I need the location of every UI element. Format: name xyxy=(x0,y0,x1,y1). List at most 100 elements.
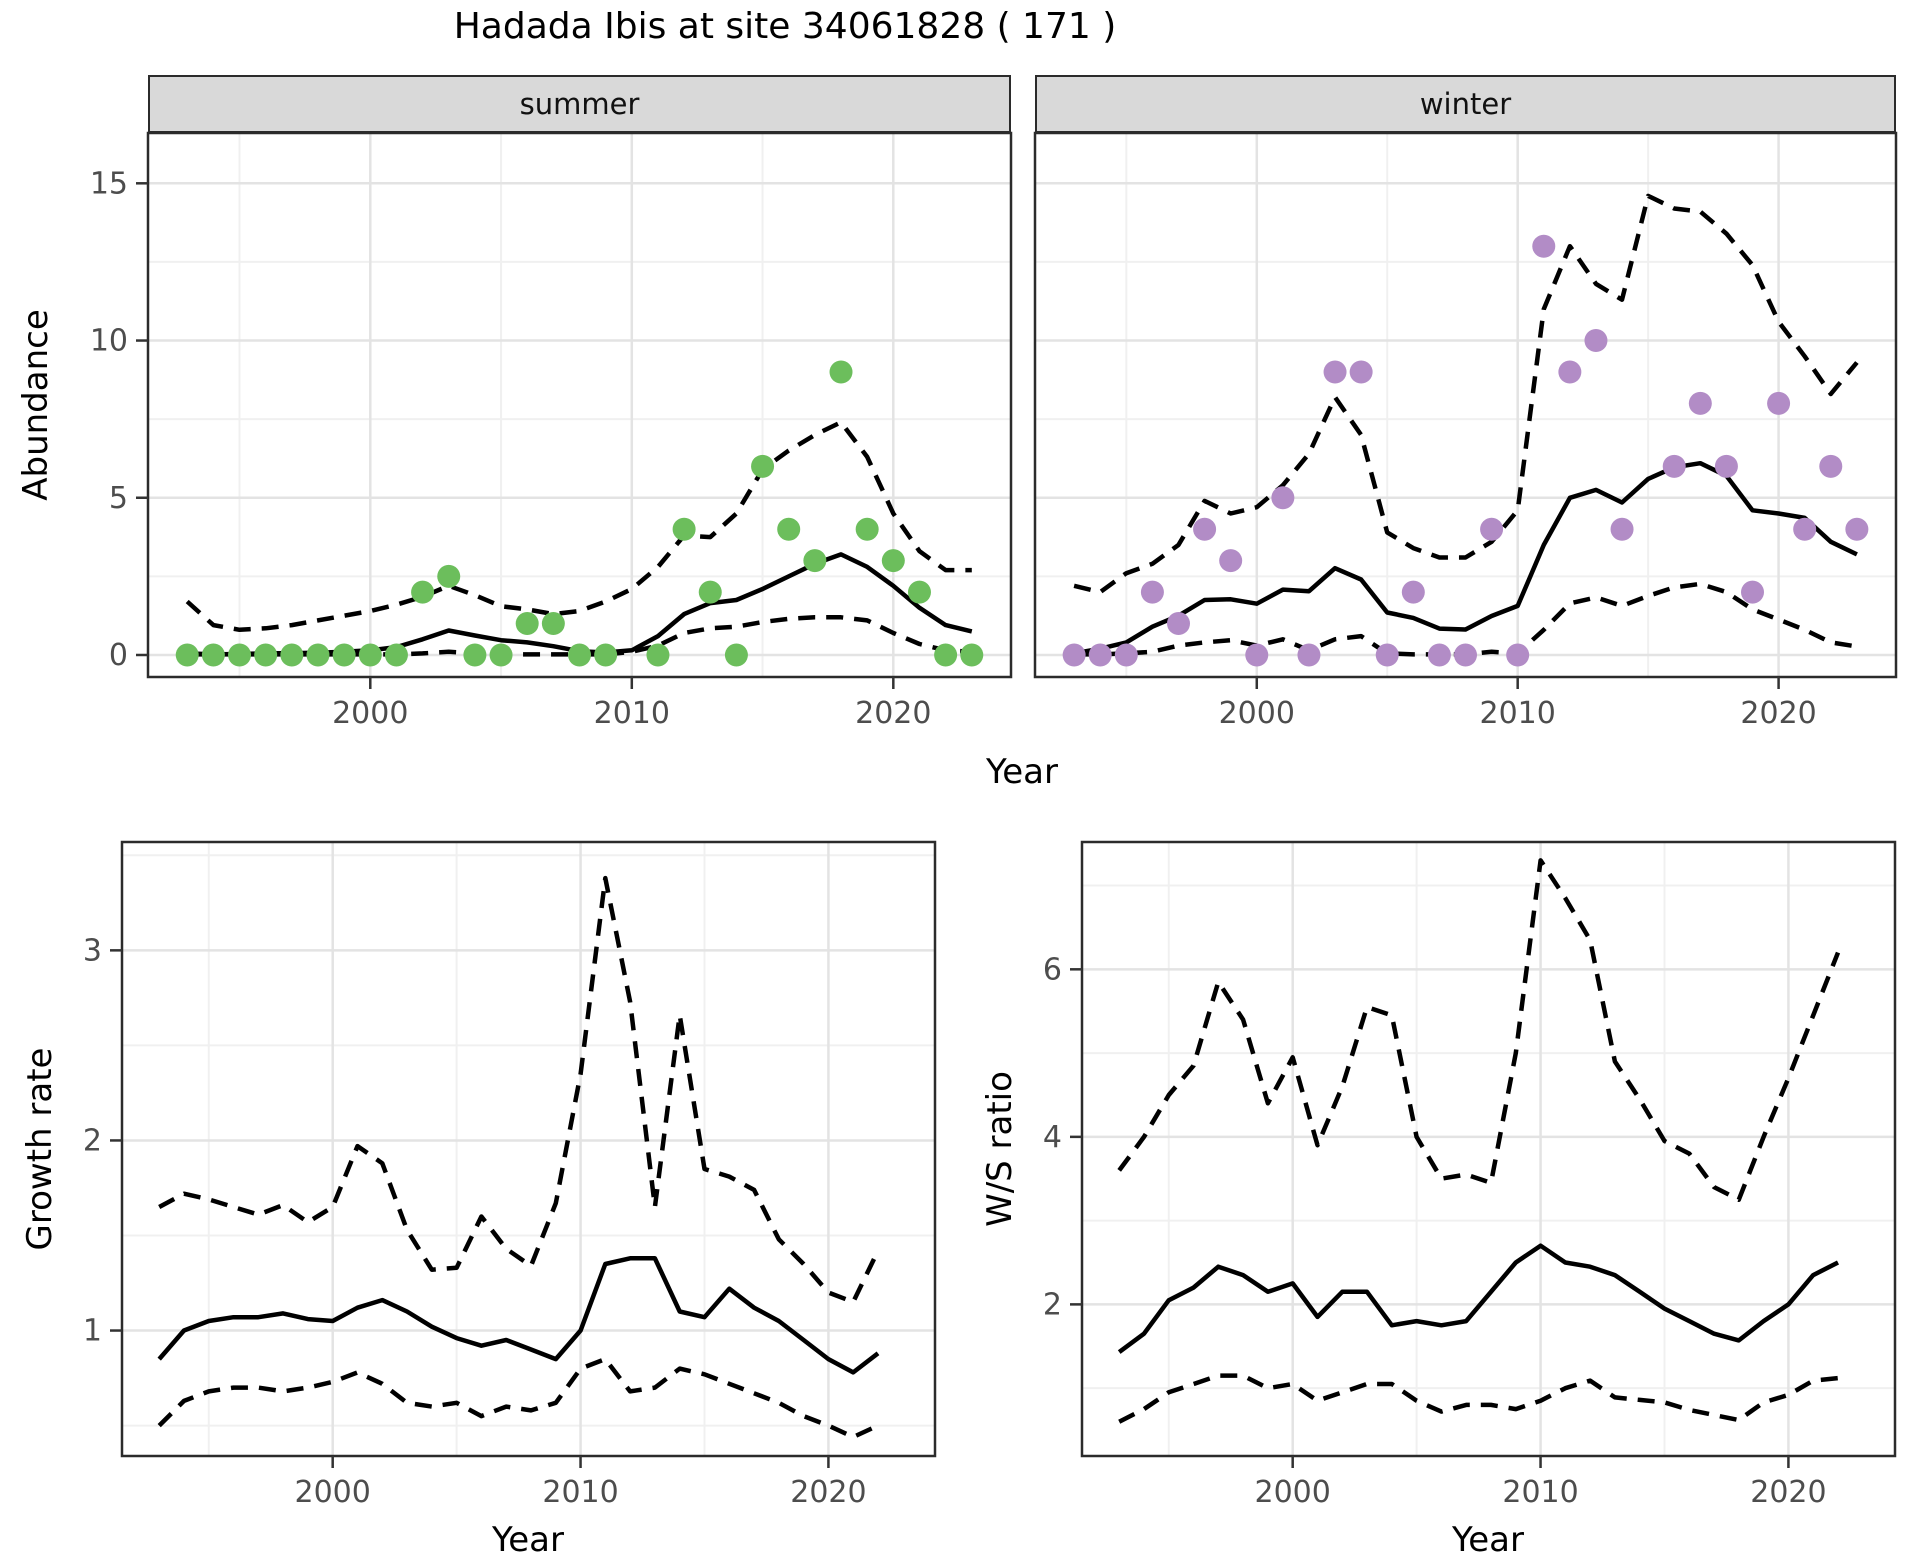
y-axis-title-abundance: Abundance xyxy=(16,309,56,501)
panel-border xyxy=(1033,131,1898,679)
data-point xyxy=(1140,580,1164,604)
data-point xyxy=(254,643,278,667)
x-tick-label: 2010 xyxy=(1502,1475,1578,1510)
data-point xyxy=(1427,643,1451,667)
y-tick-label: 1 xyxy=(83,1314,102,1349)
y-tick-label: 5 xyxy=(109,481,128,516)
data-point xyxy=(1558,360,1582,384)
data-point xyxy=(1245,643,1269,667)
data-point xyxy=(1454,643,1477,667)
data-point xyxy=(777,517,801,541)
data-point xyxy=(1401,580,1425,604)
data-point xyxy=(228,643,252,667)
data-point xyxy=(201,643,225,667)
y-tick-label: 2 xyxy=(1043,1287,1062,1322)
ci-upper-line xyxy=(1073,193,1859,595)
x-tick-label: 2010 xyxy=(1480,696,1556,731)
ci-lower-line xyxy=(157,1356,879,1440)
ci-upper-line xyxy=(185,420,972,633)
data-point xyxy=(1219,549,1243,573)
median-line xyxy=(1117,1243,1840,1354)
facet-label-summer: summer xyxy=(519,87,640,121)
data-point xyxy=(1062,643,1086,667)
data-point xyxy=(1506,643,1530,667)
x-tick-label: 2000 xyxy=(295,1475,371,1510)
median-line xyxy=(157,1256,880,1375)
x-tick-label: 2020 xyxy=(1750,1475,1826,1510)
data-point xyxy=(881,549,905,573)
data-point xyxy=(594,643,618,667)
data-point xyxy=(1845,517,1869,541)
y-tick-label: 2 xyxy=(83,1123,102,1158)
panel-border xyxy=(120,840,937,1458)
data-point xyxy=(384,643,408,667)
data-point xyxy=(646,643,670,667)
data-point xyxy=(541,612,565,636)
data-point xyxy=(1793,517,1817,541)
data-point xyxy=(1114,643,1138,667)
data-point xyxy=(1193,517,1217,541)
panel-border xyxy=(146,131,1013,679)
data-point xyxy=(568,643,591,667)
data-point xyxy=(1610,517,1634,541)
data-point xyxy=(175,643,199,667)
y-tick-label: 4 xyxy=(1043,1120,1062,1155)
facet-label-winter: winter xyxy=(1419,87,1512,121)
data-point xyxy=(751,454,775,478)
data-point xyxy=(907,580,931,604)
x-tick-label: 2000 xyxy=(1219,696,1295,731)
data-point xyxy=(960,643,984,667)
data-point xyxy=(489,643,513,667)
panel-ws-ratio xyxy=(1082,842,1895,1456)
data-point xyxy=(1323,360,1347,384)
facet-strip-summer: summer xyxy=(148,75,1011,133)
data-point xyxy=(1767,391,1791,415)
data-point xyxy=(437,564,461,588)
x-tick-label: 2020 xyxy=(790,1475,866,1510)
y-axis-title-growth-rate: Growth rate xyxy=(20,1047,60,1251)
x-tick-label: 2020 xyxy=(1740,696,1816,731)
data-point xyxy=(280,643,304,667)
data-point xyxy=(1584,329,1608,353)
data-point xyxy=(724,643,748,667)
data-point xyxy=(803,549,827,573)
y-tick-label: 15 xyxy=(90,166,128,201)
chart-title: Hadada Ibis at site 34061828 ( 171 ) xyxy=(453,6,1117,47)
panel-growth-rate xyxy=(122,842,935,1456)
y-tick-label: 10 xyxy=(90,324,128,359)
data-point xyxy=(1271,486,1295,510)
data-point xyxy=(855,517,879,541)
x-tick-label: 2000 xyxy=(1255,1475,1331,1510)
ci-upper-line xyxy=(158,875,881,1305)
data-point xyxy=(1714,454,1738,478)
facet-strip-winter: winter xyxy=(1035,75,1896,133)
data-point xyxy=(1662,454,1686,478)
panel-abundance-summer xyxy=(148,133,1011,677)
y-tick-label: 3 xyxy=(83,933,102,968)
x-tick-label: 2000 xyxy=(332,696,408,731)
x-axis-title-year-top: Year xyxy=(986,752,1058,792)
data-point xyxy=(1375,643,1399,667)
ci-upper-line xyxy=(1117,858,1841,1202)
data-point xyxy=(1167,612,1190,636)
data-point xyxy=(1688,391,1712,415)
data-point xyxy=(1819,454,1843,478)
x-axis-title-year-growth: Year xyxy=(492,1520,564,1560)
data-point xyxy=(672,517,696,541)
data-point xyxy=(1297,643,1321,667)
data-point xyxy=(1349,360,1373,384)
y-tick-label: 6 xyxy=(1043,952,1062,987)
data-point xyxy=(515,612,539,636)
data-point xyxy=(411,580,435,604)
y-axis-title-ws-ratio: W/S ratio xyxy=(980,1071,1020,1227)
data-point xyxy=(1480,517,1504,541)
panel-border xyxy=(1080,840,1897,1458)
data-point xyxy=(306,643,330,667)
data-point xyxy=(829,360,853,384)
data-point xyxy=(1741,580,1764,604)
panel-abundance-winter xyxy=(1035,133,1896,677)
data-point xyxy=(463,643,487,667)
data-point xyxy=(1532,234,1556,258)
x-tick-label: 2020 xyxy=(855,696,931,731)
